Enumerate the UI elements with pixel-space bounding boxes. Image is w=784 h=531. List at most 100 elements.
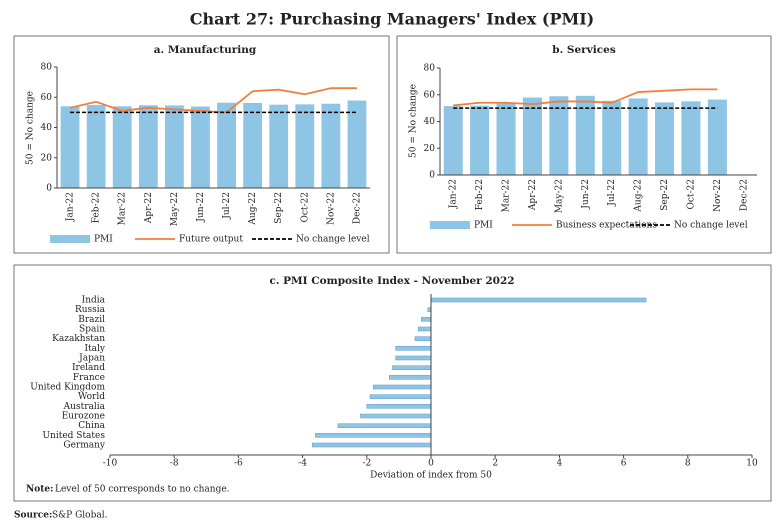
y-axis-label: 50 = No change: [409, 84, 419, 158]
x-tick-label: Feb-22: [475, 179, 485, 210]
legend-label: No change level: [674, 221, 748, 231]
legend-label: Business expectations: [556, 221, 657, 231]
x-tick-label: Oct-22: [686, 179, 696, 210]
x-tick-label: Jun-22: [196, 192, 206, 223]
x-tick-label: -2: [362, 459, 371, 469]
x-tick-label: Mar-22: [118, 192, 128, 225]
bar: [395, 355, 432, 361]
bar: [112, 106, 132, 188]
category-label: Spain: [79, 325, 105, 335]
x-tick-label: Jan-22: [66, 192, 76, 222]
x-tick-label: -8: [170, 459, 179, 469]
panel-c-frame: [13, 264, 772, 502]
legend-swatch: [430, 221, 470, 229]
category-label: Australia: [63, 402, 106, 412]
bar: [414, 336, 432, 341]
x-tick-label: 0: [428, 459, 434, 469]
source-label: Source:: [14, 511, 52, 521]
bar: [369, 394, 432, 399]
category-label: United States: [42, 431, 105, 441]
x-tick-label: Feb-22: [92, 192, 102, 223]
legend-label: No change level: [296, 235, 370, 245]
bar: [628, 98, 648, 175]
bar: [443, 106, 463, 175]
x-tick-label: 6: [621, 459, 627, 469]
x-tick-label: Nov-22: [713, 179, 723, 212]
bar: [602, 100, 622, 175]
y-axis-label: 50 = No change: [26, 91, 36, 165]
source: S&P Global.: [52, 511, 108, 521]
x-tick-label: Sep-22: [274, 192, 284, 224]
y-tick-label: 40: [424, 117, 436, 127]
category-label: Japan: [78, 354, 105, 364]
bar: [522, 97, 542, 175]
bar: [360, 413, 432, 419]
category-label: Ireland: [72, 363, 105, 373]
bar: [269, 104, 289, 188]
page-title: Chart 27: Purchasing Managers' Index (PM…: [190, 10, 595, 29]
bar: [243, 102, 263, 188]
bar: [164, 105, 184, 188]
x-tick-label: Nov-22: [326, 192, 336, 225]
bar: [321, 103, 341, 188]
bar: [575, 95, 595, 175]
bar: [217, 102, 236, 188]
x-tick-label: 8: [685, 459, 691, 469]
y-tick-label: 60: [424, 90, 436, 100]
legend-swatch: [50, 235, 90, 243]
panel-b-frame: [396, 35, 772, 254]
bar: [337, 423, 432, 428]
bar: [347, 100, 367, 188]
x-tick-label: Jan-22: [449, 179, 459, 209]
category-label: Eurozone: [62, 412, 105, 422]
y-tick-label: 20: [41, 153, 53, 163]
bar: [366, 404, 432, 409]
y-tick-label: 20: [424, 144, 436, 154]
category-label: Kazakhstan: [52, 334, 105, 344]
note-label: Note:: [26, 485, 53, 495]
y-tick-label: 40: [41, 123, 53, 133]
x-axis-label: Deviation of index from 50: [370, 471, 492, 481]
bar: [86, 104, 106, 188]
line: [453, 88, 718, 107]
x-tick-label: Dec-22: [352, 192, 362, 224]
x-tick-label: Mar-22: [502, 179, 512, 212]
bar: [655, 102, 675, 175]
x-tick-label: May-22: [170, 192, 180, 226]
bar: [395, 346, 432, 351]
x-tick-label: Apr-22: [144, 192, 154, 224]
category-label: World: [78, 392, 105, 402]
note: Level of 50 corresponds to no change.: [55, 485, 230, 495]
category-label: United Kingdom: [30, 383, 105, 393]
x-tick-label: Jun-22: [581, 179, 591, 210]
x-tick-label: Oct-22: [300, 192, 310, 223]
bar: [496, 103, 516, 175]
panel-title: a. Manufacturing: [154, 44, 257, 56]
bar: [138, 105, 158, 188]
category-label: France: [73, 373, 105, 383]
x-tick-label: Jul-22: [222, 192, 232, 220]
bar: [295, 104, 315, 188]
x-tick-label: Aug-22: [634, 179, 644, 213]
x-tick-label: 2: [492, 459, 498, 469]
bar: [392, 365, 432, 370]
bar: [372, 384, 432, 390]
y-tick-label: 80: [424, 64, 436, 74]
bar: [549, 96, 569, 175]
x-tick-label: 4: [557, 459, 563, 469]
category-label: Russia: [75, 305, 106, 315]
bar: [311, 442, 432, 448]
x-tick-label: -6: [234, 459, 243, 469]
bar: [421, 317, 432, 322]
x-tick-label: Jul-22: [607, 179, 617, 207]
legend-label: PMI: [94, 235, 113, 245]
x-tick-label: 10: [746, 459, 758, 469]
bar: [315, 433, 432, 438]
x-tick-label: Sep-22: [660, 179, 670, 211]
x-tick-label: Apr-22: [528, 179, 538, 211]
bar: [707, 99, 727, 175]
bar: [470, 105, 490, 175]
x-tick-label: Aug-22: [248, 192, 258, 226]
category-label: Brazil: [78, 315, 105, 325]
